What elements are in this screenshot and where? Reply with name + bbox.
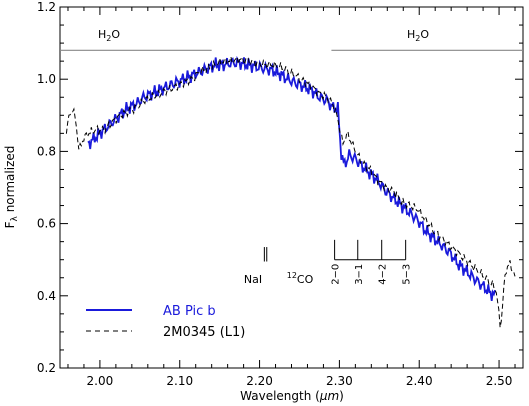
h2o-left-label: H2O xyxy=(98,28,120,43)
x-tick-label: 2.10 xyxy=(166,374,193,388)
h2o-right-label: H2O xyxy=(407,28,429,43)
y-tick-label: 0.2 xyxy=(37,361,56,375)
x-tick-label: 2.00 xyxy=(87,374,114,388)
y-tick-label: 0.4 xyxy=(37,289,56,303)
x-tick-label: 2.20 xyxy=(246,374,273,388)
legend-label-ab-pic-b: AB Pic b xyxy=(163,304,216,319)
y-axis-title: Fλ normalized xyxy=(3,146,20,229)
co-label: 12CO xyxy=(287,271,314,286)
y-tick-label: 0.8 xyxy=(37,144,56,158)
x-tick-label: 2.30 xyxy=(326,374,353,388)
co-band-label: 3−1 xyxy=(354,264,365,285)
series-line-ab-pic-b xyxy=(87,55,496,302)
annotation-marks xyxy=(60,49,523,262)
y-tick-labels: 0.2 0.4 0.6 0.8 1.0 1.2 xyxy=(37,0,56,375)
co-band-labels: 2−0 3−1 4−2 5−3 xyxy=(331,264,413,285)
legend-label-2m0345: 2M0345 (L1) xyxy=(163,325,245,340)
legend: AB Pic b 2M0345 (L1) xyxy=(86,304,245,340)
x-tick-label: 2.50 xyxy=(486,374,513,388)
x-axis-title: Wavelength (μm) xyxy=(240,389,344,403)
co-band-label: 4−2 xyxy=(378,264,389,285)
series-line-2m0345 xyxy=(65,55,516,328)
co-band-label: 2−0 xyxy=(331,264,342,285)
co-band-label: 5−3 xyxy=(402,264,413,285)
y-tick-label: 1.0 xyxy=(37,72,56,86)
y-tick-label: 1.2 xyxy=(37,0,56,14)
x-tick-labels: 2.00 2.10 2.20 2.30 2.40 2.50 xyxy=(87,374,513,388)
x-tick-label: 2.40 xyxy=(406,374,433,388)
axes-ticks xyxy=(60,6,523,369)
y-tick-label: 0.6 xyxy=(37,217,56,231)
plot-frame xyxy=(59,6,524,369)
series-layer xyxy=(65,55,516,328)
nai-label: NaI xyxy=(244,273,262,286)
